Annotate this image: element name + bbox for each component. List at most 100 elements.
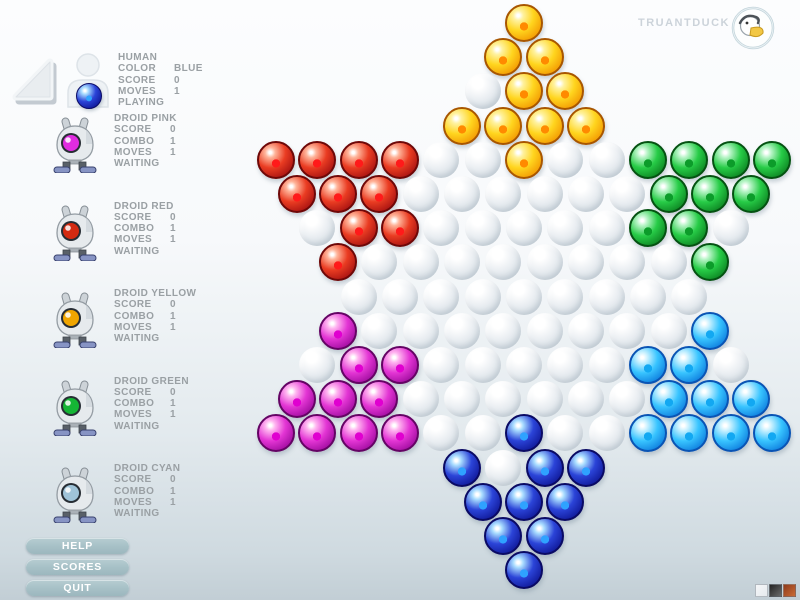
marble-blue[interactable] (463, 482, 502, 521)
marble-red[interactable] (318, 243, 357, 282)
board-hole[interactable] (464, 73, 501, 110)
marble-cyan[interactable] (753, 414, 792, 453)
board-hole[interactable] (402, 244, 439, 281)
marble-magenta[interactable] (318, 311, 357, 350)
marble-blue[interactable] (525, 448, 564, 487)
board-hole[interactable] (423, 210, 460, 247)
board-hole[interactable] (526, 312, 563, 349)
help-button[interactable]: HELP (26, 538, 129, 554)
marble-red[interactable] (318, 175, 357, 213)
marble-blue[interactable] (505, 414, 543, 453)
marble-red[interactable] (360, 175, 399, 213)
marble-magenta[interactable] (360, 380, 399, 419)
marble-magenta[interactable] (318, 380, 357, 419)
board-hole[interactable] (547, 210, 584, 247)
board-hole[interactable] (526, 176, 563, 212)
marble-magenta[interactable] (256, 414, 295, 453)
board-hole[interactable] (485, 176, 522, 212)
board-hole[interactable] (568, 176, 605, 212)
marble-cyan[interactable] (670, 414, 709, 453)
board-hole[interactable] (402, 176, 439, 212)
marble-cyan[interactable] (649, 380, 688, 419)
marble-yellow[interactable] (567, 106, 606, 145)
board-hole[interactable] (402, 381, 439, 418)
board-hole[interactable] (568, 312, 605, 349)
marble-green[interactable] (629, 140, 668, 179)
marble-magenta[interactable] (277, 380, 316, 419)
marble-yellow[interactable] (442, 106, 481, 145)
board-hole[interactable] (464, 415, 501, 452)
board-hole[interactable] (506, 278, 542, 315)
board-hole[interactable] (464, 278, 501, 315)
marble-blue[interactable] (546, 482, 585, 521)
marble-yellow[interactable] (546, 72, 585, 111)
board-hole[interactable] (526, 381, 563, 418)
board-hole[interactable] (423, 415, 460, 452)
marble-green[interactable] (711, 140, 750, 179)
board-hole[interactable] (671, 278, 708, 315)
board-hole[interactable] (485, 244, 522, 281)
theme-swatch-dark[interactable] (769, 584, 782, 597)
back-button[interactable] (8, 54, 58, 108)
marble-yellow[interactable] (505, 4, 543, 42)
marble-green[interactable] (670, 209, 709, 248)
marble-green[interactable] (691, 243, 730, 282)
board-hole[interactable] (340, 278, 377, 315)
marble-yellow[interactable] (505, 72, 543, 111)
board-hole[interactable] (443, 312, 480, 349)
board-hole[interactable] (630, 278, 667, 315)
board-hole[interactable] (650, 312, 687, 349)
marble-cyan[interactable] (732, 380, 771, 419)
board-hole[interactable] (568, 381, 605, 418)
marble-cyan[interactable] (691, 311, 730, 350)
board-hole[interactable] (464, 141, 501, 178)
board-hole[interactable] (381, 278, 418, 315)
marble-cyan[interactable] (711, 414, 750, 453)
marble-blue[interactable] (505, 482, 543, 521)
marble-yellow[interactable] (484, 106, 523, 145)
marble-blue[interactable] (567, 448, 606, 487)
board-hole[interactable] (299, 347, 336, 383)
marble-magenta[interactable] (380, 414, 419, 453)
marble-magenta[interactable] (380, 346, 419, 384)
board-hole[interactable] (609, 312, 646, 349)
marble-red[interactable] (298, 140, 337, 179)
board-hole[interactable] (423, 141, 460, 178)
marble-cyan[interactable] (629, 346, 668, 384)
board-hole[interactable] (588, 347, 625, 383)
board-hole[interactable] (361, 244, 398, 281)
board-hole[interactable] (609, 176, 646, 212)
board-hole[interactable] (485, 381, 522, 418)
marble-green[interactable] (753, 140, 792, 179)
marble-green[interactable] (732, 175, 771, 213)
board-hole[interactable] (506, 347, 542, 383)
board-hole[interactable] (712, 210, 749, 247)
board-hole[interactable] (485, 312, 522, 349)
board-hole[interactable] (547, 347, 584, 383)
board-hole[interactable] (609, 381, 646, 418)
board-hole[interactable] (588, 141, 625, 178)
board-hole[interactable] (464, 347, 501, 383)
board-hole[interactable] (588, 278, 625, 315)
board-hole[interactable] (361, 312, 398, 349)
board-hole[interactable] (423, 347, 460, 383)
board-hole[interactable] (506, 210, 542, 247)
marble-yellow[interactable] (505, 140, 543, 179)
marble-red[interactable] (256, 140, 295, 179)
board-hole[interactable] (526, 244, 563, 281)
board-hole[interactable] (464, 210, 501, 247)
marble-green[interactable] (670, 140, 709, 179)
board-hole[interactable] (402, 312, 439, 349)
marble-blue[interactable] (525, 517, 564, 555)
marble-cyan[interactable] (629, 414, 668, 453)
board-hole[interactable] (588, 210, 625, 247)
board-hole[interactable] (712, 347, 749, 383)
board-hole[interactable] (423, 278, 460, 315)
marble-yellow[interactable] (484, 38, 523, 77)
marble-blue[interactable] (484, 517, 523, 555)
marble-blue[interactable] (442, 448, 481, 487)
board-hole[interactable] (485, 449, 522, 486)
board-hole[interactable] (588, 415, 625, 452)
marble-blue[interactable] (505, 551, 543, 590)
theme-swatch-orange[interactable] (783, 584, 796, 597)
